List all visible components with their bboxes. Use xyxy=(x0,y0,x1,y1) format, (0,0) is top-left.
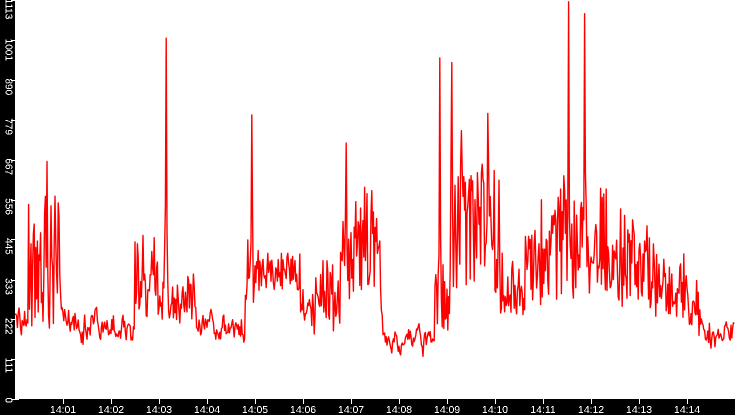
svg-text:14:01: 14:01 xyxy=(50,404,76,415)
svg-text:14:10: 14:10 xyxy=(482,404,508,415)
svg-text:14:07: 14:07 xyxy=(338,404,364,415)
svg-text:333: 333 xyxy=(3,278,14,295)
svg-text:556: 556 xyxy=(3,198,14,215)
svg-text:445: 445 xyxy=(3,238,14,255)
svg-text:14:02: 14:02 xyxy=(98,404,124,415)
svg-text:779: 779 xyxy=(3,118,14,135)
svg-text:14:08: 14:08 xyxy=(386,404,412,415)
svg-text:14:13: 14:13 xyxy=(626,404,652,415)
svg-text:1113: 1113 xyxy=(3,0,14,20)
svg-text:1001: 1001 xyxy=(3,39,14,62)
svg-text:0: 0 xyxy=(3,398,14,404)
svg-text:667: 667 xyxy=(3,158,14,175)
svg-text:890: 890 xyxy=(3,78,14,95)
svg-text:14:09: 14:09 xyxy=(434,404,460,415)
svg-text:14:14: 14:14 xyxy=(674,404,700,415)
svg-text:14:12: 14:12 xyxy=(578,404,604,415)
svg-text:222: 222 xyxy=(3,318,14,335)
svg-text:14:06: 14:06 xyxy=(290,404,316,415)
svg-text:14:04: 14:04 xyxy=(194,404,220,415)
svg-text:111: 111 xyxy=(3,358,14,374)
svg-text:14:11: 14:11 xyxy=(530,404,556,415)
svg-text:14:05: 14:05 xyxy=(242,404,268,415)
svg-text:14:03: 14:03 xyxy=(146,404,172,415)
